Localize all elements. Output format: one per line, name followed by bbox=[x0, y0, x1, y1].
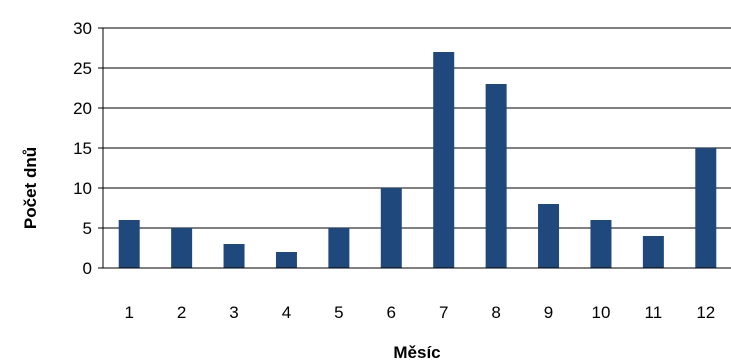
y-tick-label: 20 bbox=[73, 99, 92, 118]
bar-month-10 bbox=[590, 220, 612, 268]
x-tick-label: 10 bbox=[591, 303, 610, 322]
bar-month-8 bbox=[485, 84, 507, 268]
y-tick-label: 0 bbox=[83, 259, 92, 278]
x-tick-label: 3 bbox=[229, 303, 238, 322]
x-tick-label: 4 bbox=[282, 303, 291, 322]
x-tick-label: 2 bbox=[177, 303, 186, 322]
x-tick-label: 7 bbox=[439, 303, 448, 322]
bar-month-7 bbox=[433, 52, 455, 268]
y-axis-title: Počet dnů bbox=[21, 147, 40, 229]
x-tick-labels: 1 2 3 4 5 6 7 8 9 10 11 12 bbox=[124, 303, 715, 322]
bar-month-6 bbox=[380, 188, 402, 268]
y-tick-label: 25 bbox=[73, 59, 92, 78]
bar-month-9 bbox=[538, 204, 560, 268]
bar-month-1 bbox=[118, 220, 140, 268]
bar-month-12 bbox=[695, 148, 717, 268]
bars bbox=[118, 52, 717, 268]
bar-month-2 bbox=[171, 228, 193, 268]
x-tick-label: 6 bbox=[387, 303, 396, 322]
x-tick-label: 5 bbox=[334, 303, 343, 322]
x-axis-title: Měsíc bbox=[393, 343, 440, 362]
bar-month-3 bbox=[223, 244, 245, 268]
bar-month-11 bbox=[642, 236, 664, 268]
axes bbox=[98, 27, 731, 269]
y-tick-label: 10 bbox=[73, 179, 92, 198]
y-tick-label: 15 bbox=[73, 139, 92, 158]
x-tick-label: 1 bbox=[124, 303, 133, 322]
y-tick-label: 30 bbox=[73, 19, 92, 38]
bar-month-4 bbox=[275, 252, 297, 268]
x-tick-label: 11 bbox=[645, 303, 663, 322]
x-tick-label: 9 bbox=[544, 303, 553, 322]
x-tick-label: 12 bbox=[696, 303, 715, 322]
y-tick-label: 5 bbox=[83, 219, 92, 238]
y-tick-labels: 0 5 10 15 20 25 30 bbox=[73, 19, 92, 278]
gridlines bbox=[103, 27, 731, 229]
x-tick-label: 8 bbox=[491, 303, 500, 322]
bar-month-5 bbox=[328, 228, 350, 268]
